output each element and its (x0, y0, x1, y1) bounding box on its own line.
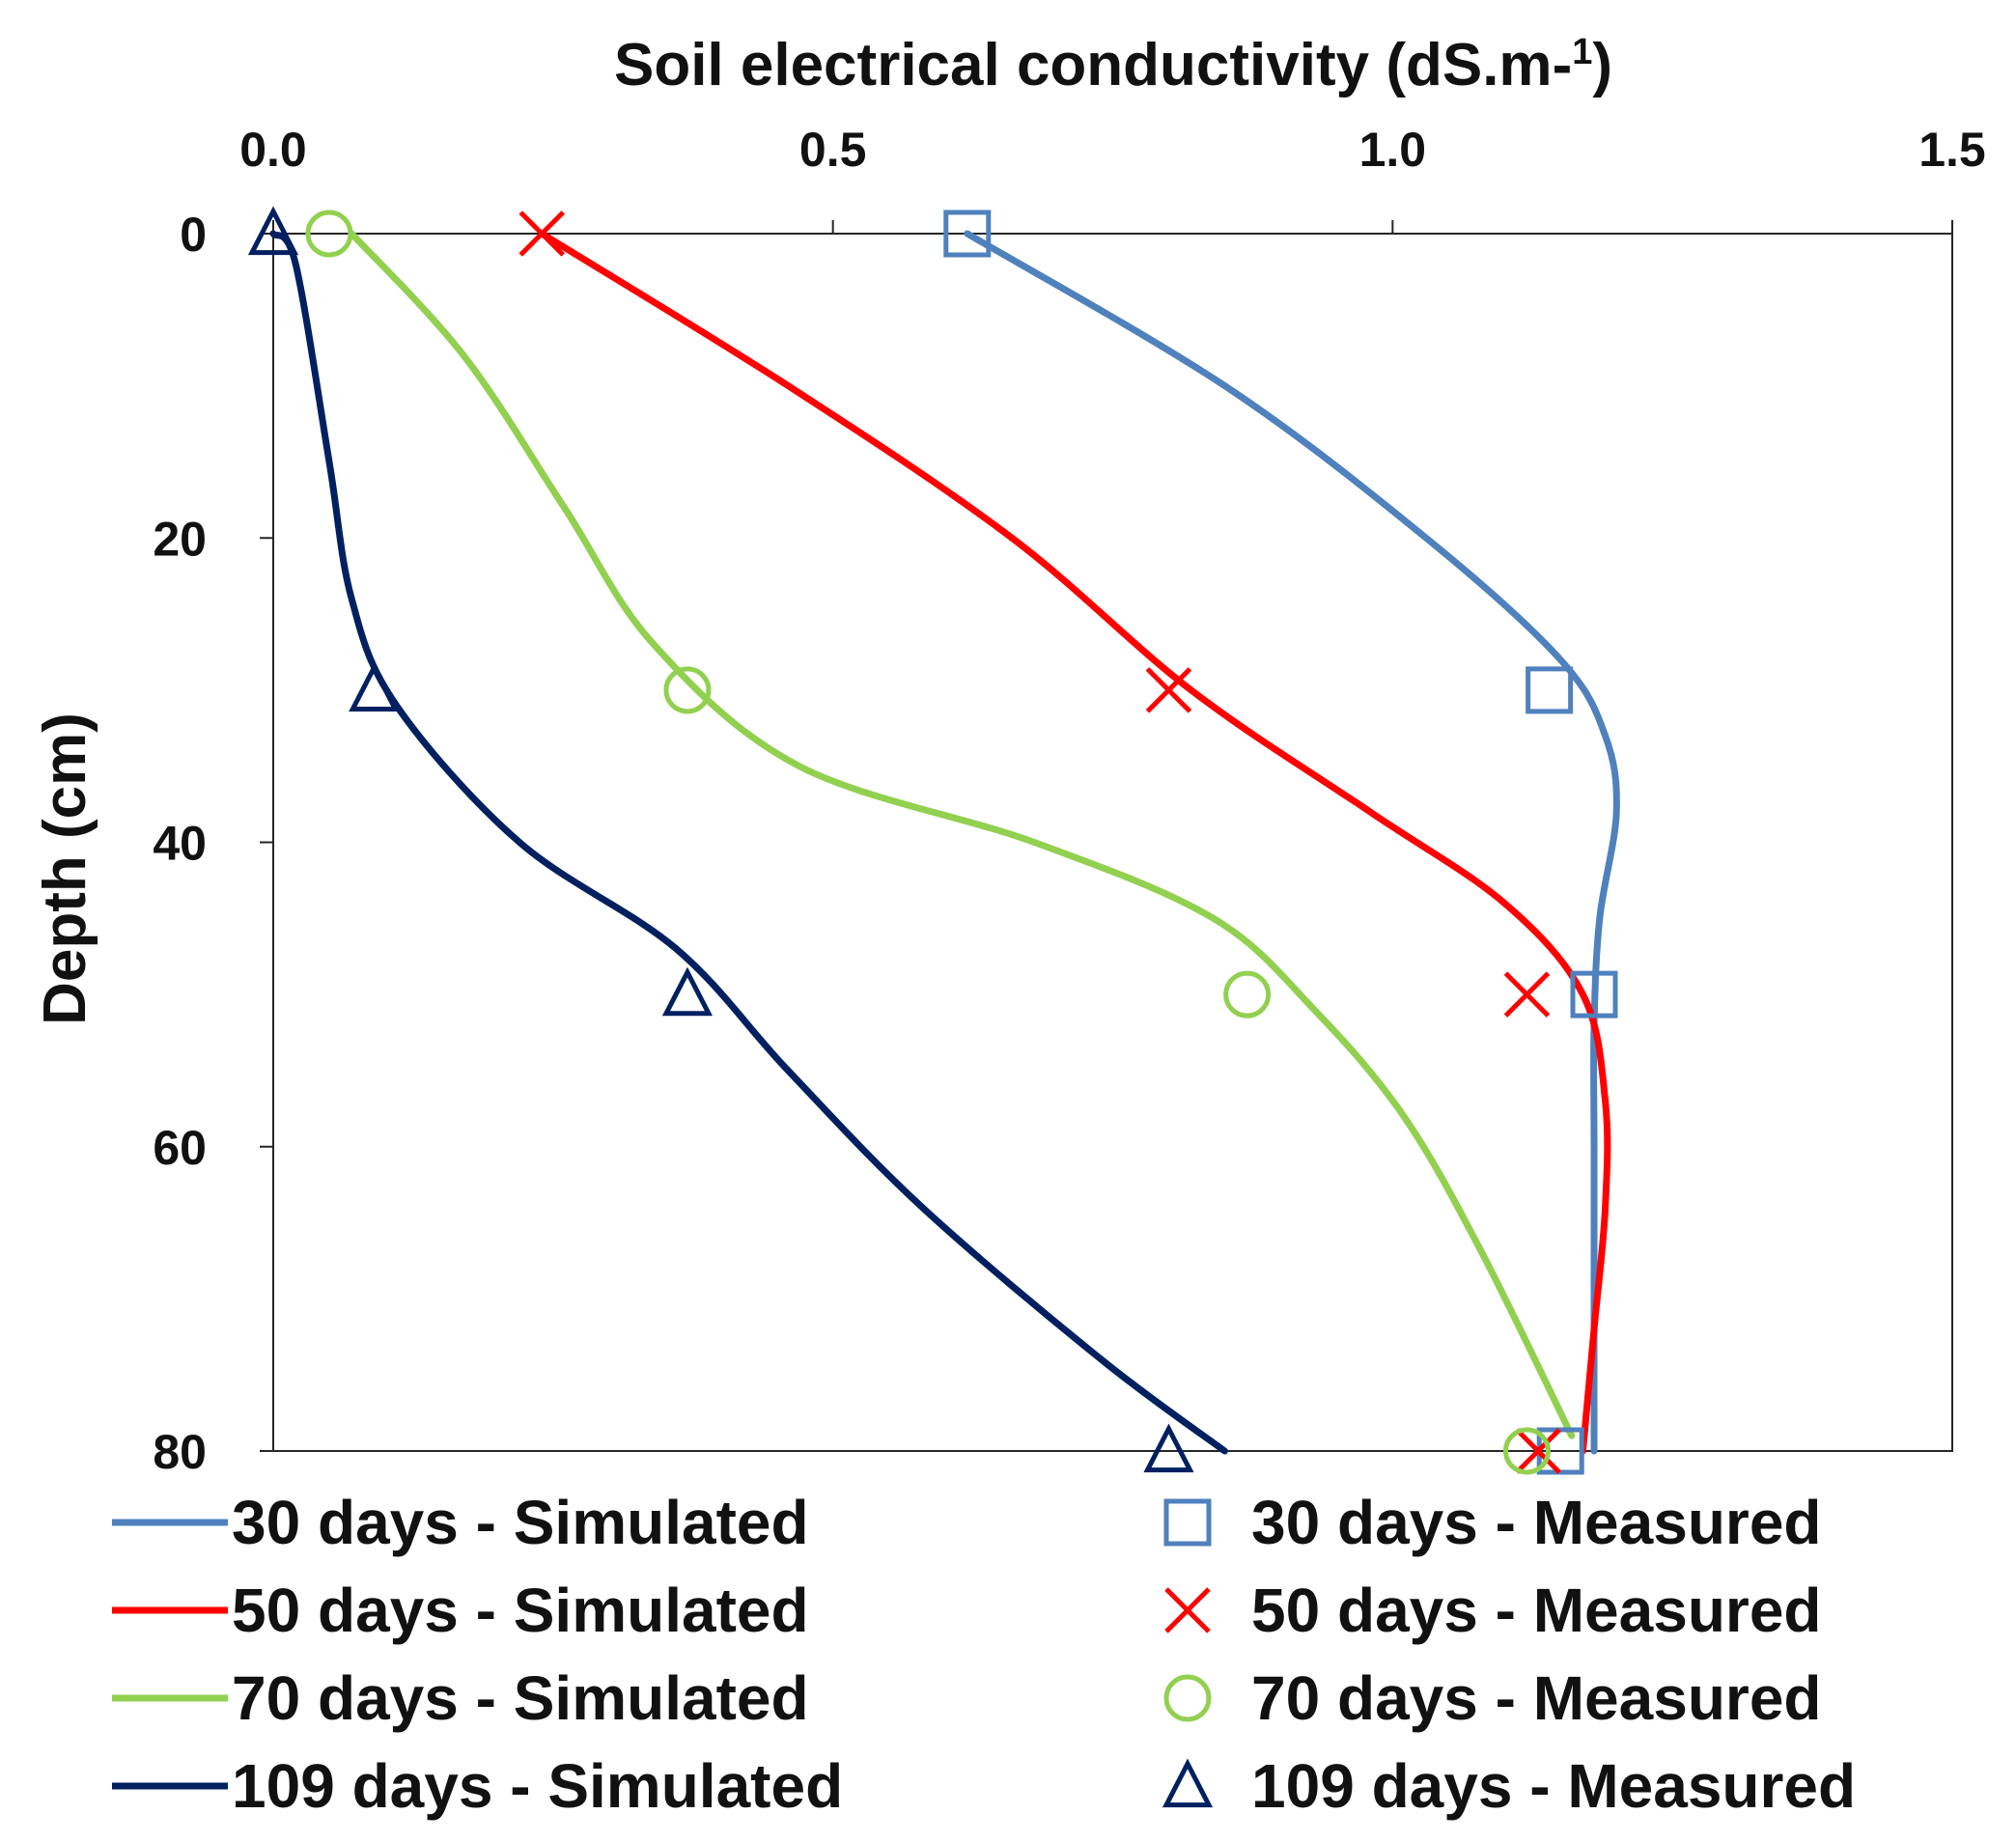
70-days-measured-point (1223, 970, 1272, 1019)
legend: 30 days - Simulated 50 days - Simulated 70… (112, 1488, 1856, 1821)
50-days-measured-point (1145, 667, 1192, 713)
legend-swatch-70-days-measured (1163, 1674, 1212, 1722)
50-days-measured-point-stroke (1503, 971, 1551, 1018)
30-days-measured-point (1526, 666, 1574, 714)
y-axis-title: Depth (cm) (32, 712, 98, 1025)
legend-label-50-days-simulated: 50 days - Simulated (232, 1576, 809, 1645)
y-tick-label: 0 (180, 208, 207, 262)
50-days-measured-point (518, 210, 566, 257)
50-days-measured-point-stroke (1145, 667, 1192, 713)
70-days-measured-point (663, 666, 712, 714)
legend-label-70-days-measured: 70 days - Measured (1251, 1663, 1822, 1733)
x-tick-label: 0.0 (239, 123, 307, 177)
legend-label-50-days-measured: 50 days - Measured (1251, 1576, 1822, 1645)
legend-label-109-days-measured: 109 days - Measured (1251, 1751, 1856, 1821)
50-days-measured-point-stroke (1515, 1428, 1561, 1474)
50-days-measured-point (1515, 1428, 1561, 1474)
x-axis-ticks: 0.0 0.5 1.0 1.5 (239, 123, 1986, 234)
legend-label-30-days-simulated: 30 days - Simulated (232, 1488, 809, 1557)
30-days-measured-point (1570, 970, 1618, 1019)
legend-label-30-days-measured: 30 days - Measured (1251, 1488, 1822, 1557)
30-days-simulated-line (964, 230, 1620, 1455)
70-days-measured-point (1502, 1427, 1551, 1475)
x-tick-label: 0.5 (799, 123, 867, 177)
y-tick-label: 40 (153, 817, 207, 871)
109-days-measured-point (661, 966, 714, 1017)
y-axis-ticks: 0 20 40 60 80 (153, 208, 273, 1479)
series-lines (269, 230, 1620, 1455)
70-days-measured-point (305, 209, 353, 258)
x-tick-label: 1.0 (1359, 123, 1427, 177)
y-tick-label: 60 (153, 1121, 207, 1175)
x-tick-label: 1.5 (1918, 123, 1986, 177)
109-days-measured-point (247, 206, 299, 256)
legend-label-70-days-simulated: 70 days - Simulated (232, 1663, 809, 1733)
legend-swatch-30-days-measured (1163, 1498, 1212, 1547)
109-days-simulated-line (269, 230, 1228, 1455)
series-markers (247, 206, 1618, 1475)
30-days-measured-point (943, 209, 992, 258)
legend-swatch-50-days-measured-stroke (1164, 1587, 1211, 1633)
y-tick-label: 20 (153, 512, 207, 566)
50-days-measured-point-stroke (518, 210, 566, 257)
50-days-simulated-line (538, 230, 1611, 1455)
50-days-measured-point (1503, 971, 1551, 1018)
109-days-measured-point (349, 662, 400, 712)
legend-label-109-days-simulated: 109 days - Simulated (232, 1751, 843, 1821)
70-days-simulated-line (348, 230, 1576, 1439)
legend-swatch-109-days-measured (1162, 1758, 1214, 1808)
x-axis-title: Soil electrical conductivity (dS.m-1) (614, 32, 1612, 98)
y-tick-label: 80 (153, 1425, 207, 1479)
legend-swatch-50-days-measured (1164, 1587, 1211, 1633)
109-days-measured-point (1143, 1423, 1194, 1473)
